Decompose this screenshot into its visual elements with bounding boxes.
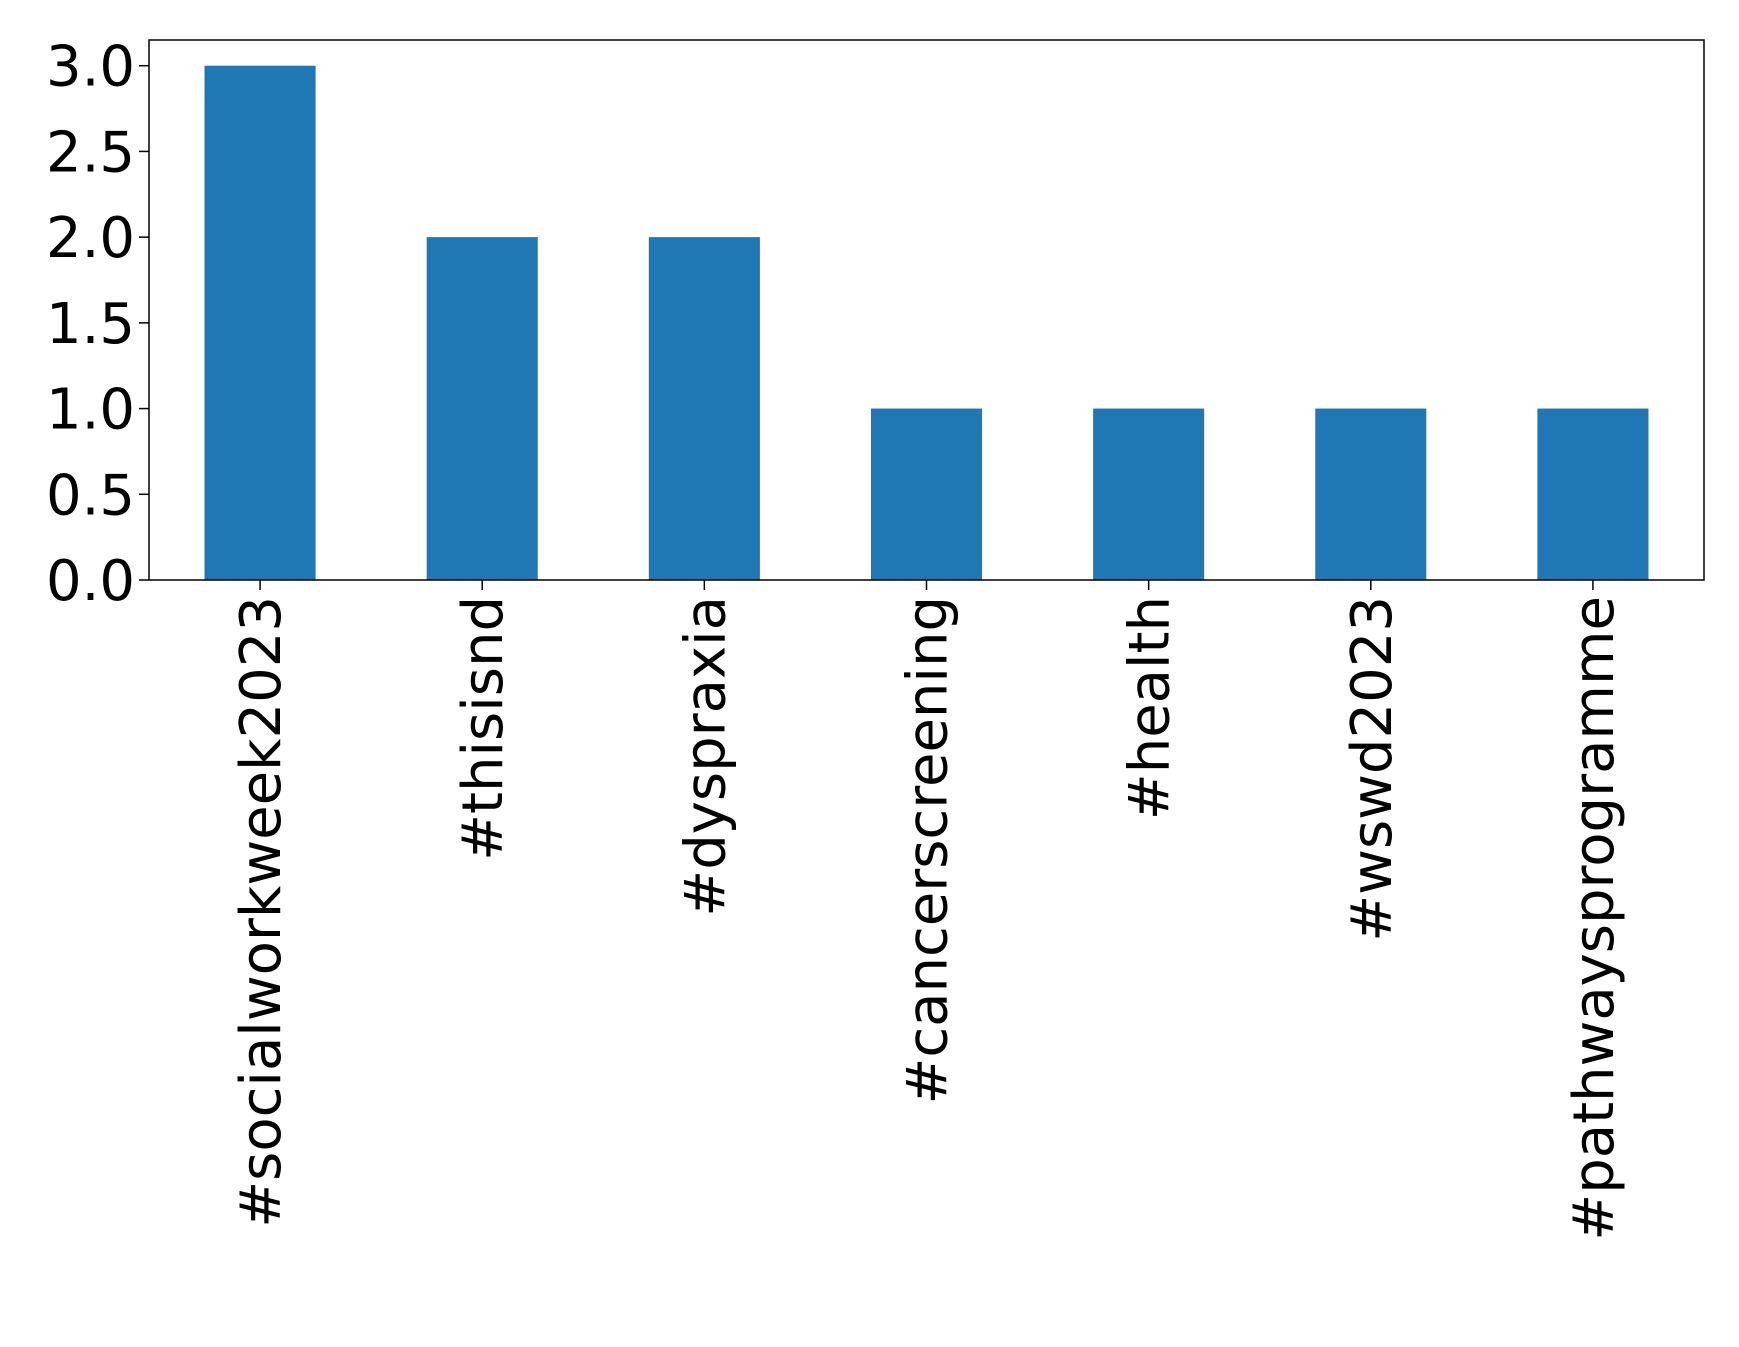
x-tick-label: #wswd2023 xyxy=(1340,596,1405,942)
y-tick-label: 2.0 xyxy=(46,206,135,271)
bar-pathwaysprogramme xyxy=(1537,408,1649,580)
x-axis: #socialworkweek2023 #thisisnd #dyspraxia #c… xyxy=(229,580,1627,1241)
x-tick-label: #health xyxy=(1118,596,1183,820)
bar-socialworkweek2023 xyxy=(204,65,316,580)
x-tick-label: #cancerscreening xyxy=(896,596,961,1105)
x-tick-label: #thisisnd xyxy=(451,596,516,861)
x-tick-label: #socialworkweek2023 xyxy=(229,596,294,1228)
y-tick-label: 1.0 xyxy=(46,378,135,443)
bars-group xyxy=(204,65,1649,580)
x-tick-label: #pathwaysprogramme xyxy=(1562,596,1627,1241)
bar-cancerscreening xyxy=(870,408,983,580)
y-tick-label: 0.5 xyxy=(46,463,135,528)
y-axis: 0.0 0.5 1.0 1.5 2.0 2.5 3.0 xyxy=(46,35,149,614)
y-tick-label: 3.0 xyxy=(46,35,135,100)
plot-frame xyxy=(148,39,1705,581)
bar-dyspraxia xyxy=(648,237,760,580)
bar-health xyxy=(1093,408,1205,580)
y-tick-label: 2.5 xyxy=(46,120,135,185)
bar-thisisnd xyxy=(426,237,538,580)
x-tick-label: #dyspraxia xyxy=(673,596,738,917)
y-tick-label: 1.5 xyxy=(46,292,135,357)
bar-wswd2023 xyxy=(1315,408,1427,580)
y-tick-label: 0.0 xyxy=(46,549,135,614)
